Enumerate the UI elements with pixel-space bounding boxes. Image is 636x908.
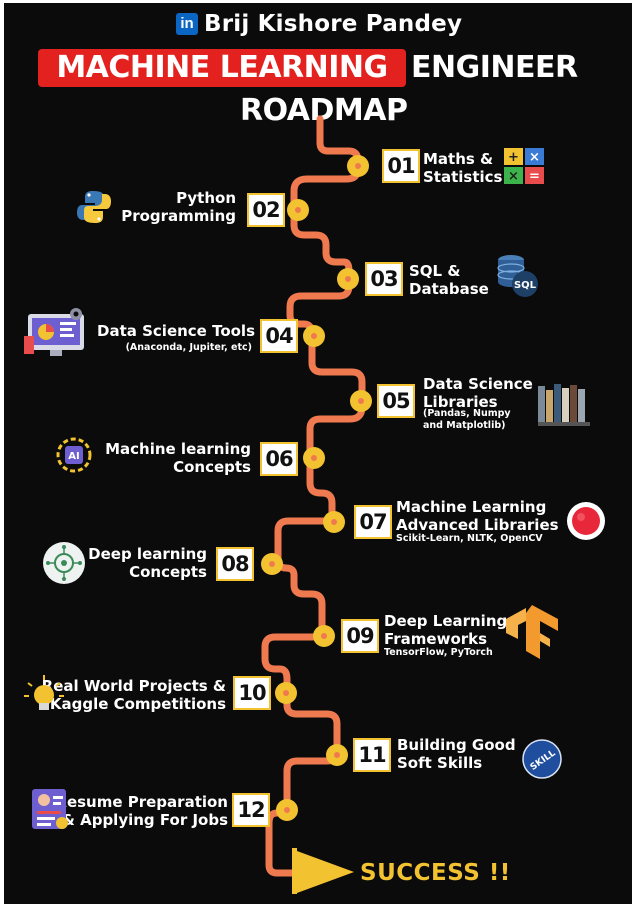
step-label: Machine learning bbox=[105, 440, 251, 458]
path-node-dot bbox=[355, 163, 361, 169]
calculator-icon: + × × = bbox=[504, 148, 544, 184]
skill-badge-icon: SKILL bbox=[522, 739, 562, 779]
step-sublabel: Scikit-Learn, NLTK, OpenCV bbox=[396, 533, 543, 544]
step-label: Building Good bbox=[397, 736, 516, 754]
step-number: 12 bbox=[232, 793, 270, 827]
path-node-dot bbox=[269, 561, 275, 567]
step-number: 10 bbox=[233, 676, 271, 710]
path-node-dot bbox=[331, 519, 337, 525]
ai-icon-text: AI bbox=[68, 451, 79, 462]
step-number: 05 bbox=[377, 384, 415, 418]
step-label: Programming bbox=[121, 207, 236, 225]
step-number: 07 bbox=[354, 505, 392, 539]
step-label: & Applying For Jobs bbox=[61, 811, 228, 829]
step-number: 03 bbox=[365, 262, 403, 296]
success-flag-icon bbox=[292, 848, 354, 894]
path-node-dot bbox=[311, 455, 317, 461]
step-label: Concepts bbox=[129, 563, 207, 581]
title-rest: ENGINEER bbox=[411, 50, 578, 85]
path-line bbox=[261, 115, 366, 877]
tensorflow-icon bbox=[506, 605, 558, 659]
linkedin-icon: in bbox=[176, 13, 198, 35]
step-label: Frameworks bbox=[384, 630, 488, 648]
step-label: Resume Preparation bbox=[55, 793, 228, 811]
brand: in Brij Kishore Pandey bbox=[176, 11, 462, 37]
step-number: 11 bbox=[353, 738, 391, 772]
step-label: Libraries bbox=[423, 393, 498, 411]
success-text: SUCCESS !! bbox=[360, 860, 511, 886]
title-highlight: MACHINE LEARNING bbox=[38, 49, 406, 87]
roadmap-canvas: in Brij Kishore Pandey MACHINE LEARNING … bbox=[4, 3, 632, 904]
step-number: 01 bbox=[382, 149, 420, 183]
step-label: Deep learning bbox=[88, 545, 207, 563]
step-sublabel: (Anaconda, Jupiter, etc) bbox=[125, 342, 252, 353]
step-label: SQL & bbox=[409, 262, 461, 280]
roadmap-path bbox=[261, 115, 372, 894]
resume-icon bbox=[32, 789, 68, 829]
step-label: Data Science Tools bbox=[97, 322, 255, 340]
step-label: Data Science bbox=[423, 375, 533, 393]
step-number: 02 bbox=[247, 193, 285, 227]
step-number: 08 bbox=[216, 547, 254, 581]
step-label: Machine Learning bbox=[396, 498, 547, 516]
svg-text:×: × bbox=[508, 169, 519, 184]
step-label: Real World Projects & bbox=[41, 677, 226, 695]
step-number: 09 bbox=[341, 619, 379, 653]
brand-name: Brij Kishore Pandey bbox=[204, 11, 463, 37]
step-label: Deep Learning bbox=[384, 612, 508, 630]
step-label: Maths & bbox=[423, 150, 494, 168]
path-node-dot bbox=[334, 752, 340, 758]
data-tools-icon bbox=[24, 308, 84, 356]
path-node-dot bbox=[295, 207, 301, 213]
python-icon bbox=[77, 191, 111, 223]
sql-icon-text: SQL bbox=[514, 280, 537, 291]
library-logo-icon bbox=[567, 502, 605, 540]
path-node-dot bbox=[358, 398, 364, 404]
step-label: Advanced Libraries bbox=[396, 516, 559, 534]
step-label: Kaggle Competitions bbox=[49, 695, 226, 713]
step-sublabel: (Pandas, Numpy bbox=[423, 408, 511, 419]
step-sublabel: TensorFlow, PyTorch bbox=[384, 647, 493, 658]
books-icon bbox=[538, 384, 590, 426]
ai-chip-icon: AI bbox=[56, 437, 92, 473]
path-node-dot bbox=[284, 807, 290, 813]
svg-text:×: × bbox=[529, 150, 540, 165]
path-node-dot bbox=[283, 690, 289, 696]
path-node-dot bbox=[321, 633, 327, 639]
lightbulb-icon bbox=[24, 675, 64, 710]
step-label: Concepts bbox=[173, 458, 251, 476]
step-label: Soft Skills bbox=[397, 754, 483, 772]
svg-text:+: + bbox=[508, 150, 519, 165]
path-nodes bbox=[261, 155, 372, 821]
step-label: Database bbox=[409, 280, 489, 298]
step-number: 04 bbox=[260, 319, 298, 353]
title-roadmap: ROADMAP bbox=[240, 93, 408, 128]
step-label: Statistics bbox=[423, 168, 503, 186]
svg-text:=: = bbox=[529, 169, 540, 184]
path-node-dot bbox=[311, 333, 317, 339]
path-node-dot bbox=[345, 276, 351, 282]
step-label: Python bbox=[176, 189, 236, 207]
step-number: 06 bbox=[260, 442, 298, 476]
step-sublabel: and Matplotlib) bbox=[423, 420, 506, 431]
sql-database-icon: SQL bbox=[497, 255, 538, 297]
neural-brain-icon bbox=[43, 542, 85, 584]
